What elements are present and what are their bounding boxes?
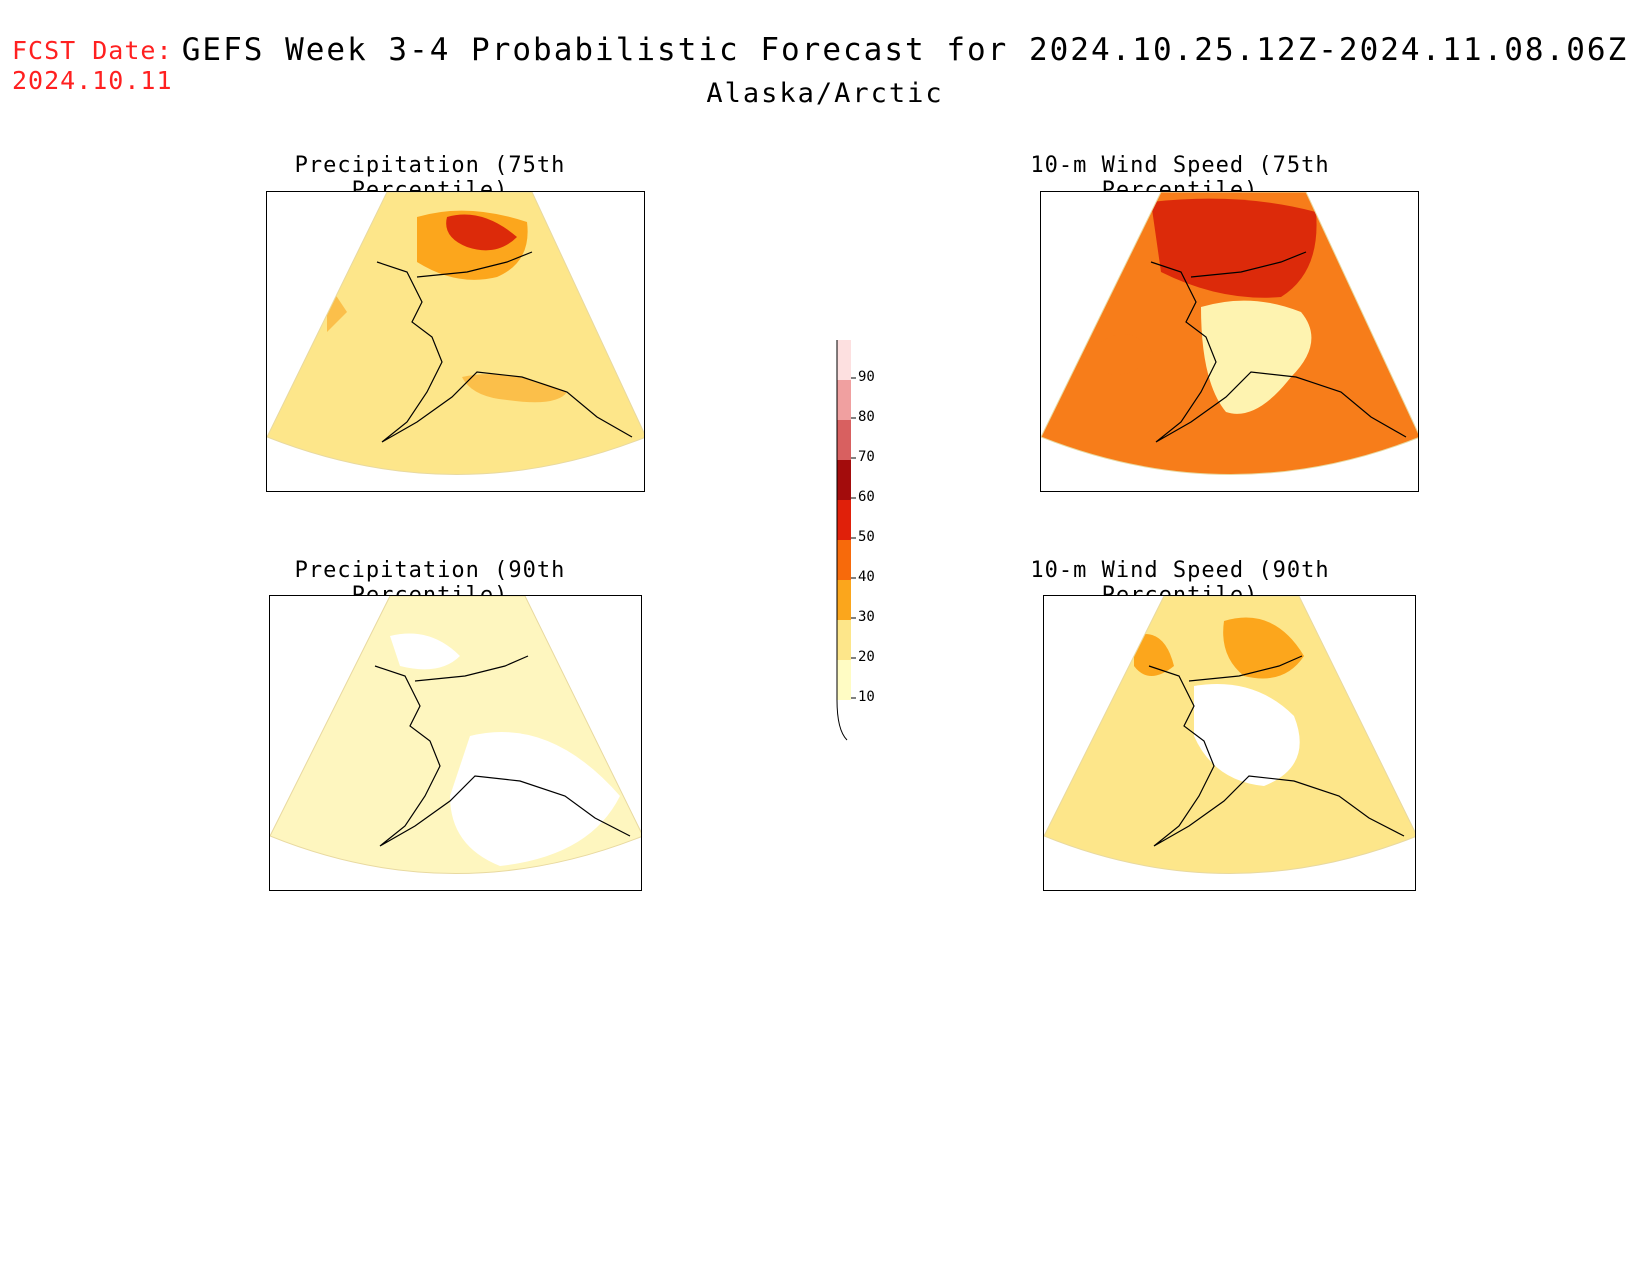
colorbar-tick-label: 50: [858, 529, 875, 545]
field-base: [270, 596, 641, 874]
field-blob-white-north: [390, 633, 460, 670]
colorbar-segment: [837, 500, 851, 540]
field-blob-west: [1101, 334, 1151, 375]
field-blob-west: [1134, 634, 1174, 676]
colorbar-segment: [837, 420, 851, 460]
colorbar-segment: [837, 460, 851, 500]
projection-edge: [1041, 192, 1418, 475]
colorbar-tick-label: 10: [858, 689, 875, 705]
projection-edge: [270, 596, 641, 874]
colorbar-tick-label: 40: [858, 569, 875, 585]
colorbar-segment: [837, 620, 851, 660]
colorbar-segment: [837, 580, 851, 620]
projection-edge: [267, 192, 644, 475]
field-blob-north: [1223, 617, 1304, 679]
field-blob-south: [462, 374, 567, 403]
coastline: [1150, 251, 1407, 443]
region-subtitle: Alaska/Arctic: [706, 78, 944, 109]
field-blob-north: [1151, 198, 1317, 298]
panel-title-wind-75: 10-m Wind Speed (75th Percentile): [1030, 153, 1330, 203]
fcst-date-value: 2024.10.11: [12, 66, 173, 95]
field-blob-interior: [1201, 300, 1312, 414]
projection-edge: [1044, 596, 1415, 874]
colorbar-segment: [837, 540, 851, 580]
colorbar-tick-label: 20: [858, 649, 875, 665]
field-blob-interior: [1194, 684, 1300, 786]
colorbar-segment: [837, 660, 851, 700]
fcst-date-label: FCST Date:: [12, 36, 173, 65]
colorbar-tick-label: 80: [858, 409, 875, 425]
colorbar-segment: [837, 340, 851, 380]
field-blob-north-core: [446, 214, 517, 251]
map-precip-90: [270, 596, 641, 874]
colorbar-tick-label: 90: [858, 369, 875, 385]
map-panel-wind-75: [1040, 191, 1419, 492]
colorbar-tick-label: 70: [858, 449, 875, 465]
coastline: [1148, 655, 1405, 847]
colorbar-tick-label: 30: [858, 609, 875, 625]
map-panel-precip-75: [266, 191, 645, 492]
map-panel-wind-90: [1043, 595, 1416, 891]
map-wind-75: [1041, 192, 1418, 475]
map-precip-75: [267, 192, 644, 475]
map-panel-precip-90: [269, 595, 642, 891]
colorbar-graphic: [836, 299, 856, 741]
map-wind-90: [1044, 596, 1415, 874]
colorbar-end-cap: [836, 699, 848, 741]
coastline: [376, 251, 633, 443]
coastline: [374, 655, 631, 847]
colorbar-segment: [837, 380, 851, 420]
colorbar: [835, 299, 895, 760]
page-title: GEFS Week 3-4 Probabilistic Forecast for…: [181, 32, 1629, 68]
field-blob-white-south: [450, 732, 620, 866]
colorbar-tick-label: 60: [858, 489, 875, 505]
